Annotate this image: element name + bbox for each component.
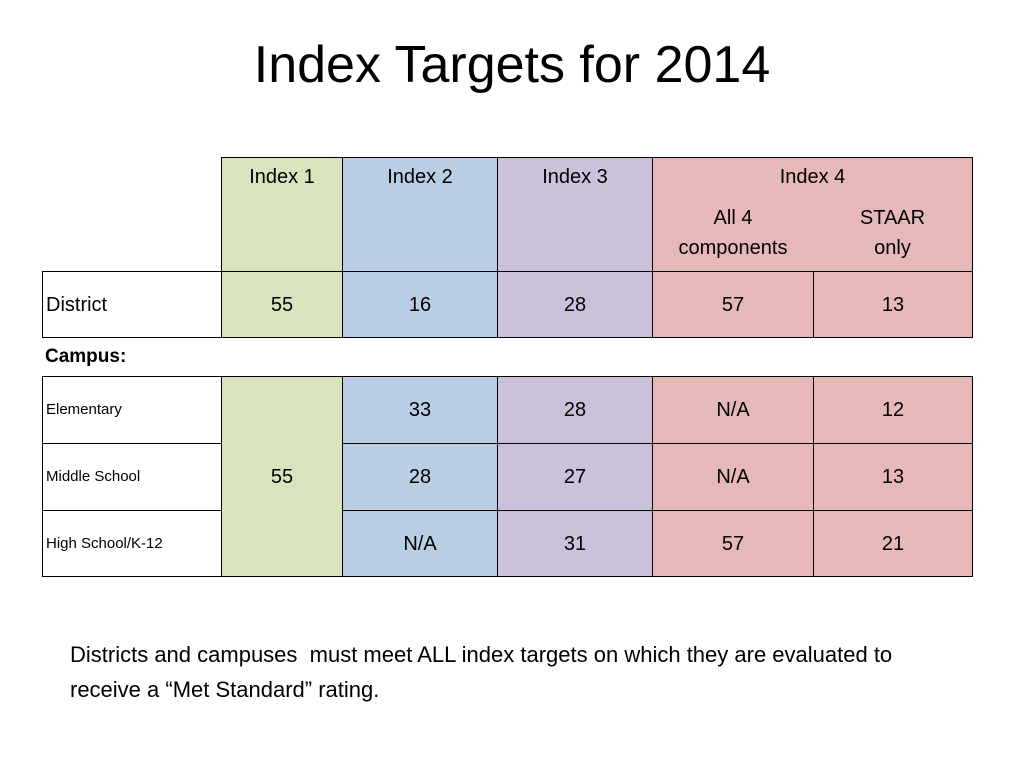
district-index-1: 55 xyxy=(221,271,342,338)
header-index-4: Index 4 xyxy=(652,157,973,195)
elementary-index-4-staar: 12 xyxy=(813,376,973,443)
campus-row-label-middle-school: Middle School xyxy=(42,443,221,510)
campus-row-label-elementary: Elementary xyxy=(42,376,221,443)
district-label: District xyxy=(42,271,221,338)
elementary-index-3: 28 xyxy=(497,376,652,443)
middle-school-index-4-all: N/A xyxy=(652,443,813,510)
elementary-index-2: 33 xyxy=(342,376,497,443)
header-index-2: Index 2 xyxy=(342,157,497,195)
campus-index-1: 55 xyxy=(221,376,342,577)
subheader-index-3 xyxy=(497,195,652,271)
district-index-4-all: 57 xyxy=(652,271,813,338)
district-index-3: 28 xyxy=(497,271,652,338)
subheader-index-2 xyxy=(342,195,497,271)
high-school-index-4-all: 57 xyxy=(652,510,813,577)
header-index-1: Index 1 xyxy=(221,157,342,195)
campus-label: Campus: xyxy=(45,346,127,367)
high-school-index-3: 31 xyxy=(497,510,652,577)
index-targets-table: Index 1 Index 2 Index 3 Index 4 All 4 co… xyxy=(42,157,973,577)
header-index-3: Index 3 xyxy=(497,157,652,195)
subheader-index-1 xyxy=(221,195,342,271)
subheader-index-4-all-components: All 4 components xyxy=(652,195,813,271)
high-school-index-4-staar: 21 xyxy=(813,510,973,577)
high-school-index-2: N/A xyxy=(342,510,497,577)
district-index-4-staar: 13 xyxy=(813,271,973,338)
district-index-2: 16 xyxy=(342,271,497,338)
elementary-index-4-all: N/A xyxy=(652,376,813,443)
middle-school-index-3: 27 xyxy=(497,443,652,510)
middle-school-index-4-staar: 13 xyxy=(813,443,973,510)
campus-row-label-high-school: High School/K-12 xyxy=(42,510,221,577)
slide-title: Index Targets for 2014 xyxy=(253,36,771,94)
footnote-text: Districts and campuses must meet ALL ind… xyxy=(70,642,899,702)
middle-school-index-2: 28 xyxy=(342,443,497,510)
subheader-index-4-staar-only: STAAR only xyxy=(813,195,973,271)
